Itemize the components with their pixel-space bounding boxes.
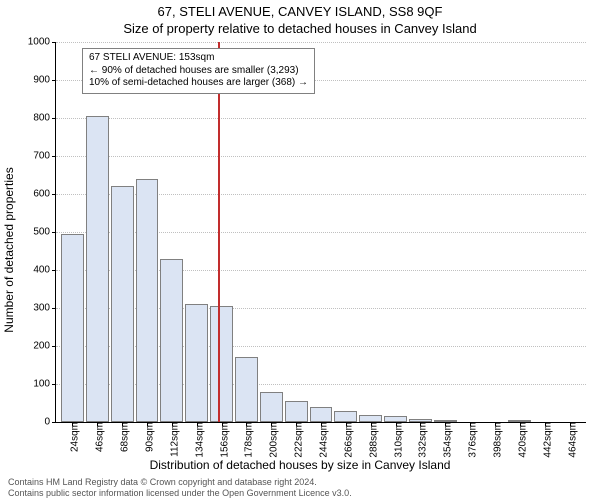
xtick-label: 442sqm xyxy=(536,422,553,458)
histogram-bar xyxy=(136,179,159,422)
histogram-bar xyxy=(61,234,84,422)
xtick-label: 178sqm xyxy=(238,422,255,458)
histogram-bar xyxy=(86,116,109,422)
histogram-bar xyxy=(359,415,382,422)
histogram-bar xyxy=(310,407,333,422)
xtick-label: 398sqm xyxy=(487,422,504,458)
footer-attribution: Contains HM Land Registry data © Crown c… xyxy=(8,477,352,498)
gridline xyxy=(56,118,586,119)
ytick-label: 1000 xyxy=(28,37,56,48)
xtick-label: 200sqm xyxy=(263,422,280,458)
xtick-label: 222sqm xyxy=(288,422,305,458)
ytick-label: 100 xyxy=(33,379,56,390)
xtick-label: 68sqm xyxy=(114,422,131,452)
ytick-label: 300 xyxy=(33,303,56,314)
xtick-label: 244sqm xyxy=(313,422,330,458)
gridline xyxy=(56,156,586,157)
histogram-bar xyxy=(260,392,283,422)
ytick-label: 0 xyxy=(44,417,56,428)
xtick-label: 464sqm xyxy=(561,422,578,458)
ytick-label: 600 xyxy=(33,189,56,200)
ytick-label: 500 xyxy=(33,227,56,238)
xtick-label: 310sqm xyxy=(387,422,404,458)
histogram-bar xyxy=(160,259,183,422)
ytick-label: 800 xyxy=(33,113,56,124)
footer-line2: Contains public sector information licen… xyxy=(8,488,352,498)
annotation-line1: 67 STELI AVENUE: 153sqm xyxy=(89,52,308,65)
xtick-label: 288sqm xyxy=(362,422,379,458)
gridline xyxy=(56,42,586,43)
xtick-label: 134sqm xyxy=(188,422,205,458)
xtick-label: 266sqm xyxy=(337,422,354,458)
ytick-label: 200 xyxy=(33,341,56,352)
xtick-label: 156sqm xyxy=(213,422,230,458)
xtick-label: 420sqm xyxy=(511,422,528,458)
footer-line1: Contains HM Land Registry data © Crown c… xyxy=(8,477,352,487)
marker-line xyxy=(218,42,220,422)
annotation-line2: ← 90% of detached houses are smaller (3,… xyxy=(89,65,308,78)
ytick-label: 400 xyxy=(33,265,56,276)
xtick-label: 24sqm xyxy=(64,422,81,452)
histogram-bar xyxy=(285,401,308,422)
histogram-bar xyxy=(235,357,258,422)
histogram-bar xyxy=(210,306,233,422)
histogram-bar xyxy=(185,304,208,422)
annotation-line3: 10% of semi-detached houses are larger (… xyxy=(89,77,308,90)
xtick-label: 376sqm xyxy=(462,422,479,458)
title-line2: Size of property relative to detached ho… xyxy=(0,21,600,36)
xtick-label: 354sqm xyxy=(437,422,454,458)
xtick-label: 46sqm xyxy=(89,422,106,452)
xtick-label: 90sqm xyxy=(139,422,156,452)
plot-area: 0100200300400500600700800900100024sqm46s… xyxy=(55,42,586,423)
histogram-bar xyxy=(111,186,134,422)
annotation-box: 67 STELI AVENUE: 153sqm ← 90% of detache… xyxy=(82,48,315,94)
ytick-label: 700 xyxy=(33,151,56,162)
histogram-bar xyxy=(334,411,357,422)
chart-container: 67, STELI AVENUE, CANVEY ISLAND, SS8 9QF… xyxy=(0,0,600,500)
ytick-label: 900 xyxy=(33,75,56,86)
xtick-label: 112sqm xyxy=(163,422,180,457)
x-axis-label: Distribution of detached houses by size … xyxy=(0,458,600,472)
xtick-label: 332sqm xyxy=(412,422,429,458)
title-line1: 67, STELI AVENUE, CANVEY ISLAND, SS8 9QF xyxy=(0,4,600,19)
